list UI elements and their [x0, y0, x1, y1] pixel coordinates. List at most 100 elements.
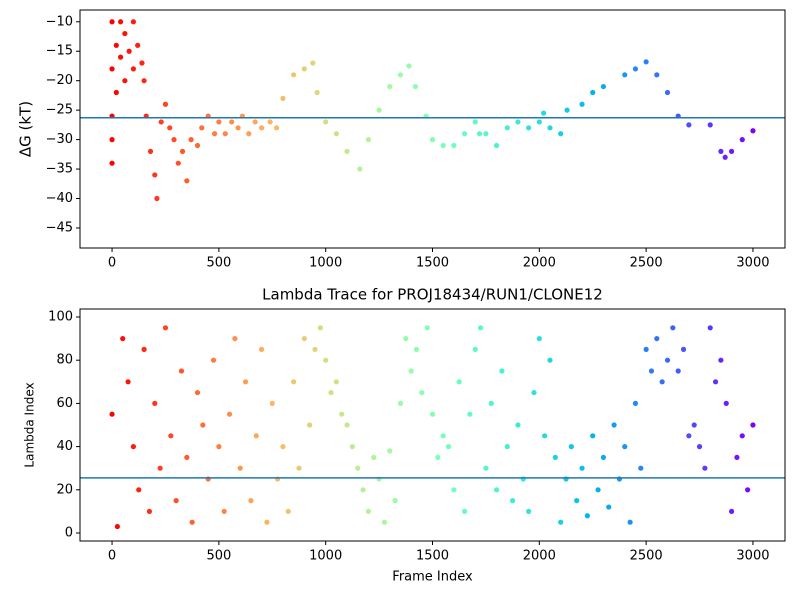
point	[686, 122, 692, 128]
point	[606, 504, 612, 510]
point	[531, 389, 537, 396]
point	[456, 379, 462, 385]
point	[558, 131, 564, 137]
point	[210, 357, 217, 363]
x-tick-label: 3000	[736, 549, 769, 564]
point	[451, 142, 457, 149]
point	[712, 379, 719, 385]
point	[558, 519, 564, 525]
point	[504, 125, 510, 131]
x-tick-label: 1500	[416, 549, 449, 564]
point	[154, 195, 160, 202]
y-tick-label: −10	[46, 14, 73, 29]
point	[113, 89, 119, 96]
point	[728, 508, 735, 515]
x-axis-label: Frame Index	[392, 570, 473, 585]
point	[526, 125, 532, 131]
point	[600, 454, 607, 461]
point	[504, 444, 510, 450]
x-tick-label: 2000	[523, 549, 556, 564]
point	[130, 66, 137, 72]
point	[643, 346, 649, 352]
point	[117, 54, 124, 60]
point	[547, 125, 553, 131]
point	[590, 89, 596, 96]
point	[590, 433, 596, 439]
point	[146, 508, 153, 515]
x-tick-label: 1500	[416, 256, 449, 271]
point	[171, 137, 177, 143]
y-tick-label: −25	[46, 103, 73, 118]
point	[429, 137, 436, 143]
point	[280, 444, 286, 450]
x-tick-label: 1000	[309, 256, 342, 271]
point	[477, 325, 484, 331]
point	[750, 128, 756, 134]
point	[483, 131, 489, 137]
x-tick-label: 0	[108, 256, 116, 271]
point	[253, 433, 259, 439]
x-tick-label: 3000	[736, 256, 769, 271]
x-tick-label: 2500	[630, 256, 663, 271]
x-tick-label: 2500	[630, 549, 663, 564]
point	[595, 487, 601, 493]
y-tick-label: −35	[46, 162, 73, 177]
point	[564, 107, 570, 113]
point	[126, 48, 132, 54]
point	[515, 422, 521, 428]
y-tick-label: 60	[56, 396, 73, 411]
point	[654, 72, 660, 78]
y-axis-label: ΔG (kT)	[17, 101, 35, 157]
point	[600, 83, 607, 90]
point	[157, 465, 163, 471]
point	[536, 119, 542, 125]
point	[184, 178, 190, 184]
y-axis-label: Lambda Index	[23, 382, 37, 467]
point	[722, 154, 728, 160]
point	[648, 368, 655, 374]
point	[152, 172, 158, 178]
point	[141, 78, 147, 84]
point	[167, 125, 173, 131]
point	[547, 357, 553, 363]
point	[718, 357, 724, 363]
point	[627, 519, 633, 525]
point	[267, 119, 273, 125]
point	[280, 95, 286, 101]
point	[130, 444, 137, 450]
point	[147, 148, 154, 154]
point	[488, 400, 494, 406]
point	[540, 110, 547, 116]
point	[113, 42, 119, 48]
point	[392, 498, 398, 504]
point	[307, 422, 313, 428]
point	[333, 379, 339, 385]
point	[285, 508, 291, 515]
point	[440, 142, 446, 149]
point	[419, 389, 425, 396]
point	[632, 400, 639, 406]
point	[323, 357, 329, 363]
point	[445, 444, 452, 450]
point	[232, 335, 238, 342]
point	[371, 454, 377, 461]
point	[526, 508, 532, 515]
point	[429, 411, 436, 417]
point	[328, 389, 334, 396]
point	[141, 346, 147, 352]
point	[216, 119, 222, 125]
point	[413, 346, 420, 352]
point	[686, 433, 692, 439]
point	[258, 125, 265, 131]
axes-frame	[79, 308, 786, 542]
point	[654, 335, 660, 342]
point	[493, 487, 500, 493]
point	[296, 465, 302, 471]
point	[258, 346, 265, 352]
point	[739, 433, 745, 439]
point	[269, 400, 275, 406]
point	[568, 444, 574, 450]
point	[702, 465, 708, 471]
point	[222, 131, 228, 137]
point	[109, 19, 115, 25]
